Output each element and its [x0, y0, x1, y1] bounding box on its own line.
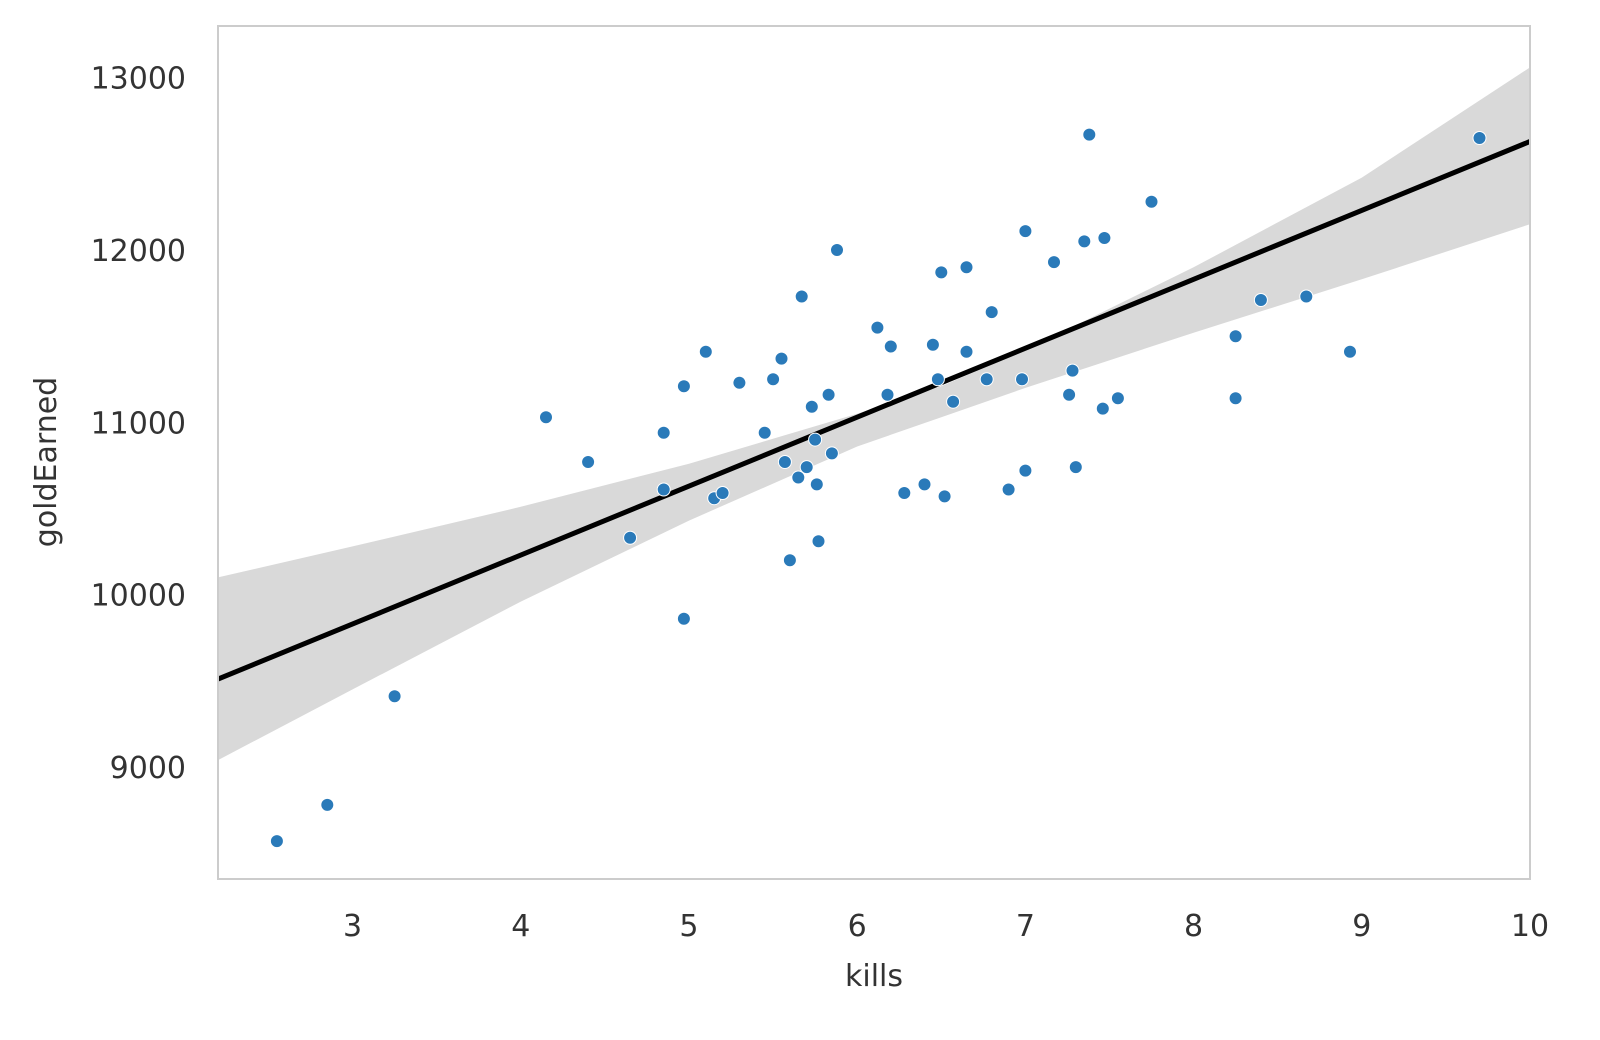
data-point — [1144, 194, 1159, 209]
data-point — [937, 489, 952, 504]
x-axis-label: kills — [845, 959, 903, 994]
data-point — [757, 425, 772, 440]
data-point — [1001, 482, 1016, 497]
data-point — [1110, 391, 1125, 406]
data-point — [698, 344, 713, 359]
data-point — [1068, 460, 1083, 475]
x-tick-label: 9 — [1352, 909, 1371, 944]
data-point — [623, 530, 638, 545]
data-point — [821, 387, 836, 402]
data-point — [1065, 363, 1080, 378]
data-point — [959, 260, 974, 275]
data-point — [777, 455, 792, 469]
data-point — [930, 372, 945, 387]
y-tick-label: 11000 — [91, 406, 186, 441]
x-tick-label: 7 — [1016, 909, 1035, 944]
y-tick-label: 12000 — [91, 234, 186, 269]
y-tick-label: 13000 — [91, 62, 186, 97]
data-point — [824, 446, 839, 461]
data-point — [880, 387, 895, 402]
data-point — [917, 477, 932, 492]
data-point — [269, 834, 284, 849]
data-point — [791, 470, 806, 485]
data-point — [1253, 293, 1268, 307]
data-point — [883, 339, 898, 354]
y-tick-label: 9000 — [110, 751, 186, 786]
data-point — [1228, 329, 1243, 344]
y-tick-labels: 9000 10000 11000 12000 13000 — [91, 62, 186, 786]
data-point — [320, 797, 335, 812]
x-tick-label: 5 — [679, 909, 698, 944]
y-tick-label: 10000 — [91, 579, 186, 614]
data-point — [676, 611, 691, 626]
data-point — [715, 486, 730, 500]
data-point — [794, 289, 809, 304]
data-point — [1095, 401, 1110, 416]
data-point — [656, 425, 671, 440]
data-point — [897, 486, 912, 500]
data-point — [1018, 463, 1033, 478]
data-point — [1062, 387, 1077, 402]
data-point — [811, 534, 826, 549]
x-tick-labels: 3 4 5 6 7 8 9 10 — [343, 909, 1549, 944]
data-point — [676, 379, 691, 394]
data-point — [766, 372, 781, 387]
data-point — [1015, 372, 1029, 387]
data-point — [1082, 127, 1097, 142]
data-point — [1097, 231, 1112, 245]
data-point — [984, 305, 999, 320]
data-point — [799, 460, 814, 475]
data-point — [808, 432, 823, 447]
data-point — [809, 477, 824, 492]
data-point — [1472, 131, 1487, 145]
data-point — [1077, 234, 1092, 249]
data-point — [979, 372, 994, 387]
data-points-layer — [269, 127, 1487, 849]
data-point — [581, 455, 596, 469]
data-point — [870, 320, 885, 335]
regression-line-layer — [217, 139, 1531, 682]
data-point — [1047, 255, 1061, 270]
data-point — [946, 394, 961, 409]
data-point — [925, 337, 940, 352]
data-point — [539, 410, 553, 425]
confidence-band-layer — [218, 67, 1530, 761]
data-point — [1018, 224, 1033, 239]
data-point — [934, 265, 949, 280]
data-point — [959, 344, 974, 359]
data-point — [387, 689, 402, 704]
y-axis-label: goldEarned — [29, 377, 64, 547]
x-tick-label: 10 — [1511, 909, 1549, 944]
data-point — [774, 351, 789, 366]
x-tick-label: 3 — [343, 909, 362, 944]
data-point — [1228, 391, 1243, 406]
data-point — [804, 399, 819, 414]
data-point — [830, 243, 844, 257]
plot-background — [218, 26, 1530, 879]
data-point — [732, 375, 747, 390]
x-tick-label: 6 — [848, 909, 867, 944]
x-tick-label: 4 — [511, 909, 530, 944]
data-point — [1299, 289, 1314, 304]
confidence-band — [218, 67, 1530, 761]
data-point — [656, 482, 671, 497]
data-point — [1343, 344, 1357, 359]
regression-line — [217, 139, 1531, 682]
plot-frame — [217, 25, 1531, 880]
x-tick-label: 8 — [1184, 909, 1203, 944]
data-point — [782, 553, 797, 568]
